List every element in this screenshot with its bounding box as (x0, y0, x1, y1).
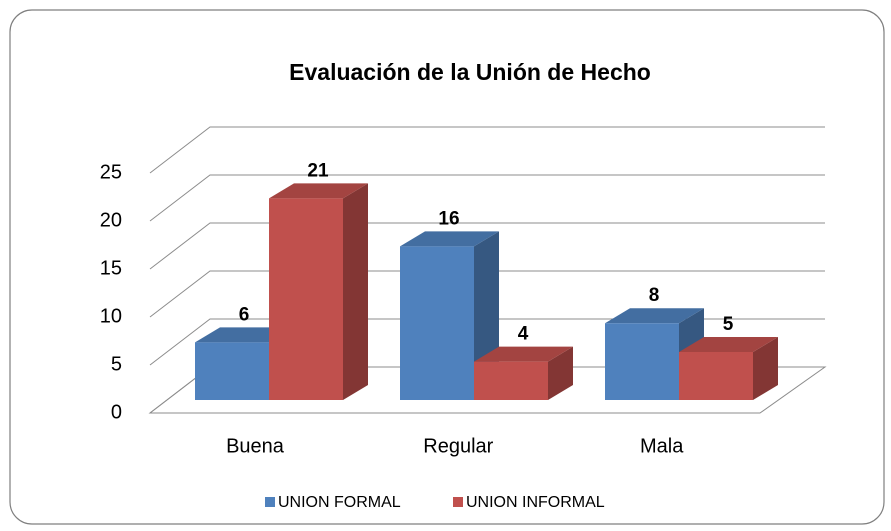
bar-top (269, 183, 368, 199)
value-label: 6 (239, 304, 250, 325)
legend-swatch (265, 497, 275, 507)
bar-top (474, 346, 573, 362)
x-tick-label: Buena (226, 435, 285, 457)
value-label: 4 (518, 324, 529, 345)
bar-front (195, 342, 269, 400)
grid-line (149, 126, 825, 174)
bar-side (753, 337, 778, 400)
bar-front (269, 198, 343, 400)
y-tick-label: 15 (100, 257, 122, 279)
bar-top (679, 337, 778, 352)
bar (269, 183, 368, 400)
bar-front (474, 361, 548, 400)
y-tick-label: 25 (100, 161, 122, 183)
legend-swatch (453, 497, 463, 507)
x-tick-label: Regular (423, 435, 493, 457)
bar-front (605, 323, 679, 400)
bar-front (679, 352, 753, 400)
value-label: 21 (307, 160, 329, 181)
grid-line (149, 222, 825, 270)
x-tick-label: Mala (640, 435, 684, 457)
legend-label: UNION INFORMAL (466, 494, 605, 511)
y-tick-label: 0 (111, 401, 122, 423)
y-tick-label: 10 (100, 305, 122, 327)
y-tick-label: 5 (111, 353, 122, 375)
bar-top (605, 308, 704, 324)
bar-side (343, 183, 368, 400)
value-label: 8 (649, 285, 660, 306)
grid-line (149, 174, 825, 222)
bar-side (548, 346, 573, 400)
grid-line (149, 270, 825, 318)
value-label: 5 (723, 314, 734, 335)
legend-label: UNION FORMAL (278, 494, 401, 511)
bar-top (400, 231, 499, 247)
value-label: 16 (438, 208, 459, 229)
bar-front (400, 246, 474, 400)
bar (679, 337, 778, 400)
bar (474, 346, 573, 400)
chart-title: Evaluación de la Unión de Hecho (289, 59, 651, 85)
y-tick-label: 20 (100, 209, 122, 231)
